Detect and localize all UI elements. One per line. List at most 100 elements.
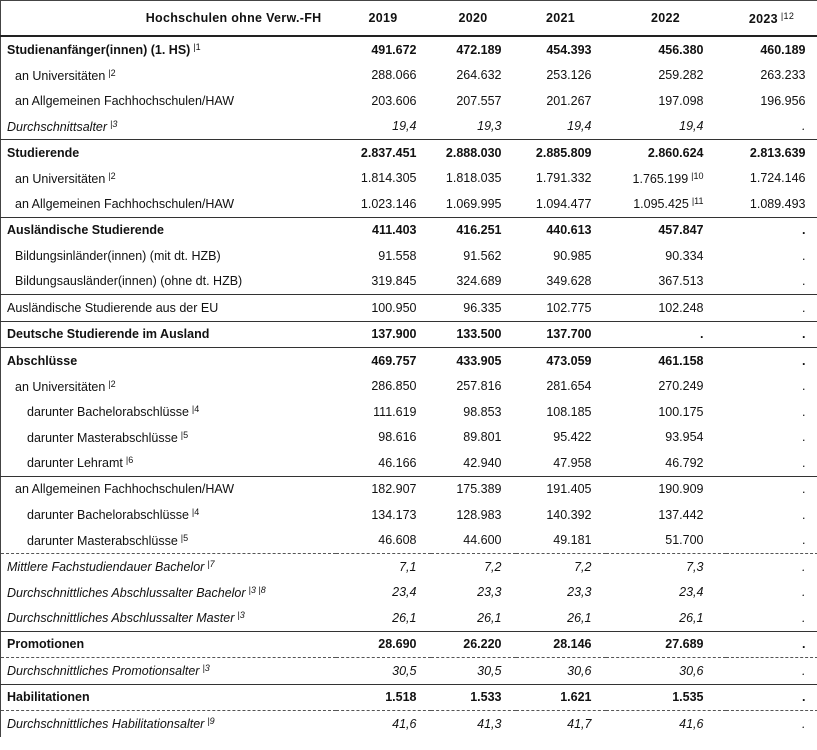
row-label: an Universitäten |2 xyxy=(1,166,336,192)
value: . xyxy=(802,248,806,263)
value: . xyxy=(802,223,806,238)
value: . xyxy=(802,119,806,134)
value-cell: . xyxy=(726,450,817,476)
value-cell: 264.632 xyxy=(431,63,516,89)
value: 102.775 xyxy=(546,300,592,315)
value-cell: 23,4 xyxy=(606,580,726,606)
value: 137.700 xyxy=(546,327,592,342)
year: 2019 xyxy=(368,11,398,25)
value-cell: . xyxy=(726,399,817,425)
value: . xyxy=(802,637,806,652)
value: 23,4 xyxy=(392,585,417,600)
value: . xyxy=(802,716,806,731)
label-text: Ausländische Studierende aus der EU xyxy=(7,300,219,315)
value: . xyxy=(802,455,806,470)
row-label: Durchschnittliches Promotionsalter |3 xyxy=(0,657,336,684)
header-row: Hochschulen ohne Verw.-FH 2019 2020 2021 20… xyxy=(0,0,817,37)
value-cell: 196.956 xyxy=(726,88,817,114)
label-text: darunter Lehramt xyxy=(27,456,123,471)
value: 7,1 xyxy=(399,559,417,574)
value: 367.513 xyxy=(658,274,704,289)
footnote-ref: |2 xyxy=(108,378,116,389)
label-text: Ausländische Studierende xyxy=(7,223,164,238)
value-cell: 19,3 xyxy=(431,114,516,140)
row-label: darunter Bachelorabschlüsse |4 xyxy=(1,399,336,425)
value-cell: 102.775 xyxy=(515,294,606,321)
value-cell: 1.621 xyxy=(515,683,606,711)
value: 201.267 xyxy=(546,93,592,108)
value-cell: 7,3 xyxy=(605,553,726,580)
value-cell: 1.724.146 xyxy=(726,166,817,192)
value-cell: . xyxy=(725,347,817,374)
value: 416.251 xyxy=(456,223,502,238)
value-cell: 44.600 xyxy=(431,528,516,554)
value: 190.909 xyxy=(658,482,704,497)
value: 473.059 xyxy=(546,353,592,368)
value-cell: 491.672 xyxy=(336,36,431,63)
footnote-ref: |3 xyxy=(202,663,210,674)
value-cell: . xyxy=(725,553,817,580)
label-text: Abschlüsse xyxy=(7,353,78,368)
value-cell: 2.813.639 xyxy=(725,139,817,166)
value-cell: 259.282 xyxy=(606,63,726,89)
label-text: Mittlere Fachstudiendauer Bachelor xyxy=(7,560,205,575)
value: 349.628 xyxy=(546,274,592,289)
label-text: darunter Bachelorabschlüsse xyxy=(27,508,189,523)
value-cell: . xyxy=(725,320,817,348)
value-cell: 108.185 xyxy=(516,399,606,425)
table-row: Bildungsinländer(innen) (mit dt. HZB) 91.… xyxy=(1,243,817,269)
value-cell: 1.023.146 xyxy=(336,191,431,217)
value: 23,3 xyxy=(567,585,592,600)
table-row: an Allgemeinen Fachhochschulen/HAW 1.023.… xyxy=(1,191,817,217)
value-cell: . xyxy=(605,320,726,348)
table-row: Abschlüsse 469.757 433.905 473.059 461.158. xyxy=(0,347,817,374)
value-cell: . xyxy=(726,528,817,554)
value: 288.066 xyxy=(371,68,417,83)
label-text: Deutsche Studierende im Ausland xyxy=(7,327,210,342)
value: 49.181 xyxy=(553,533,592,548)
label-text: darunter Bachelorabschlüsse xyxy=(27,405,189,420)
value: 454.393 xyxy=(546,42,592,57)
value-cell: 93.954 xyxy=(606,425,726,451)
value-cell: 51.700 xyxy=(606,528,726,554)
value: 411.403 xyxy=(372,223,417,238)
value-cell: 175.389 xyxy=(430,475,516,502)
value-cell: 1.533 xyxy=(430,683,516,711)
value: 26,1 xyxy=(392,610,417,625)
year-header: 2020 xyxy=(430,0,516,37)
value-cell: 91.558 xyxy=(336,243,431,269)
value-cell: 2.837.451 xyxy=(335,139,431,166)
value: . xyxy=(802,507,806,522)
value: 95.422 xyxy=(553,430,592,445)
value: . xyxy=(802,690,806,705)
value: 1.814.305 xyxy=(360,171,417,186)
row-label: Ausländische Studierende xyxy=(0,216,336,243)
row-label: an Universitäten |2 xyxy=(1,63,336,89)
value: 90.334 xyxy=(665,248,704,263)
year: 2020 xyxy=(458,11,488,25)
value-cell: 460.189 xyxy=(726,36,817,63)
value-cell: . xyxy=(725,683,817,711)
value-cell: 100.950 xyxy=(335,294,431,321)
value: 28.690 xyxy=(378,637,417,652)
value-cell: 270.249 xyxy=(606,374,726,400)
table-row: Ausländische Studierende aus der EU 100.9… xyxy=(0,294,817,321)
value: 1.069.995 xyxy=(445,196,502,211)
value: 100.950 xyxy=(371,300,417,315)
value-cell: 49.181 xyxy=(516,528,606,554)
value-cell: 263.233 xyxy=(726,63,817,89)
value-cell: 2.888.030 xyxy=(430,139,516,166)
value-cell: 190.909 xyxy=(605,475,726,502)
value-cell: 41,7 xyxy=(515,710,606,737)
value: 469.757 xyxy=(371,353,417,368)
value-cell: 182.907 xyxy=(335,475,431,502)
value: 137.900 xyxy=(371,327,417,342)
value-cell: 457.847 xyxy=(605,216,726,243)
table-row: an Allgemeinen Fachhochschulen/HAW 203.60… xyxy=(1,88,817,114)
row-label: Studierende xyxy=(0,139,336,166)
row-label: Durchschnittliches Abschlussalter Master… xyxy=(1,605,336,631)
value-cell: 23,4 xyxy=(336,580,431,606)
value-cell: . xyxy=(725,475,817,502)
value: 7,2 xyxy=(484,559,502,574)
value-cell: 324.689 xyxy=(431,269,516,295)
